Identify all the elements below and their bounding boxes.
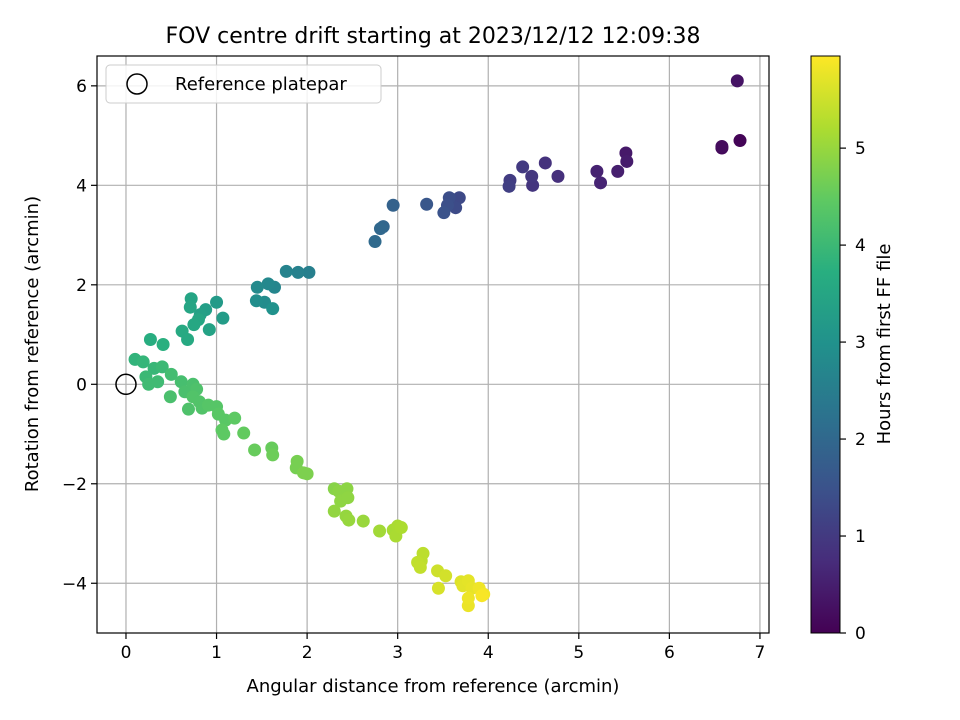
y-tick-label: 6 [76, 77, 87, 97]
data-point [439, 569, 453, 583]
data-point [261, 277, 275, 291]
data-point [431, 581, 445, 595]
data-point [516, 160, 530, 174]
data-point [237, 426, 251, 440]
colorbar [811, 56, 840, 633]
data-point [174, 375, 188, 389]
data-point [538, 156, 552, 170]
data-point [250, 280, 264, 294]
data-point [394, 521, 408, 535]
plot-frame [96, 55, 770, 634]
y-tick-label: 4 [76, 176, 87, 196]
y-tick-label: 2 [76, 276, 87, 296]
data-point [368, 235, 382, 249]
y-tick-label: 0 [76, 375, 87, 395]
colorbar-tick-label: 0 [855, 624, 866, 644]
data-point [611, 164, 625, 178]
x-tick-label: 5 [573, 643, 584, 663]
chart-title: FOV centre drift starting at 2023/12/12 … [166, 24, 701, 49]
data-point [342, 513, 356, 527]
data-point [502, 179, 516, 193]
x-tick-label: 7 [755, 643, 766, 663]
data-point [291, 265, 305, 279]
y-tick-label: −2 [62, 475, 87, 495]
data-point [302, 265, 316, 279]
reference-platepar-marker [115, 373, 137, 396]
data-point [475, 589, 489, 603]
data-point [151, 375, 165, 389]
colorbar-tick-label: 1 [855, 527, 866, 547]
data-point [386, 198, 400, 212]
data-point [217, 427, 231, 441]
data-point [228, 411, 242, 425]
data-point [620, 154, 634, 168]
x-tick-label: 6 [664, 643, 675, 663]
colorbar-tick-label: 3 [855, 333, 866, 353]
data-point [733, 134, 747, 148]
data-point [356, 514, 370, 528]
x-tick-label: 1 [211, 643, 222, 663]
data-point [413, 560, 427, 574]
data-point [249, 294, 263, 308]
data-point [156, 338, 170, 351]
data-point [420, 197, 434, 211]
x-tick-label: 2 [302, 643, 313, 663]
x-tick-label: 4 [483, 643, 494, 663]
data-point [266, 448, 280, 462]
colorbar-tick-label: 4 [855, 236, 866, 256]
data-point [551, 169, 565, 183]
data-point [730, 74, 744, 88]
data-point [266, 302, 280, 316]
data-point [373, 524, 387, 538]
data-point [437, 206, 451, 220]
data-point [136, 355, 150, 369]
colorbar-tick-label: 2 [855, 430, 866, 450]
legend-label-reference: Reference platepar [175, 74, 347, 95]
colorbar-ticks: 0 1 2 3 4 5 [840, 139, 866, 644]
data-point [590, 164, 604, 178]
data-point [163, 390, 177, 404]
data-point [341, 491, 355, 505]
data-point [181, 333, 195, 347]
data-point [279, 264, 293, 278]
scatter-points [128, 74, 747, 613]
colorbar-frame [810, 55, 841, 634]
x-tick-label: 0 [121, 643, 132, 663]
y-axis-ticks: −4 −2 0 2 4 6 [62, 77, 97, 594]
data-point [248, 443, 262, 457]
data-point [143, 333, 157, 347]
legend-marker-reference [126, 73, 148, 95]
legend-box [105, 64, 382, 104]
data-point [373, 222, 387, 236]
data-point [181, 402, 195, 416]
data-point [155, 360, 169, 374]
data-point [210, 295, 224, 309]
data-point [452, 191, 466, 205]
data-point [183, 300, 197, 314]
data-point [715, 140, 729, 154]
x-axis-label: Angular distance from reference (arcmin) [247, 676, 620, 697]
data-point [216, 311, 230, 325]
legend: Reference platepar [105, 64, 382, 104]
colorbar-tick-label: 5 [855, 139, 866, 159]
colorbar-label: Hours from first FF file [874, 244, 895, 445]
data-point [594, 176, 608, 190]
y-axis-label: Rotation from reference (arcmin) [22, 196, 43, 492]
data-point [525, 169, 539, 183]
data-point [461, 591, 475, 605]
grid-lines [97, 56, 769, 633]
data-point [327, 504, 341, 518]
x-axis-ticks: 0 1 2 3 4 5 6 7 [121, 633, 766, 663]
x-tick-label: 3 [392, 643, 403, 663]
data-point [164, 367, 178, 381]
y-tick-label: −4 [62, 574, 87, 594]
data-point [202, 323, 216, 337]
data-point [300, 467, 314, 481]
data-point [187, 318, 201, 332]
